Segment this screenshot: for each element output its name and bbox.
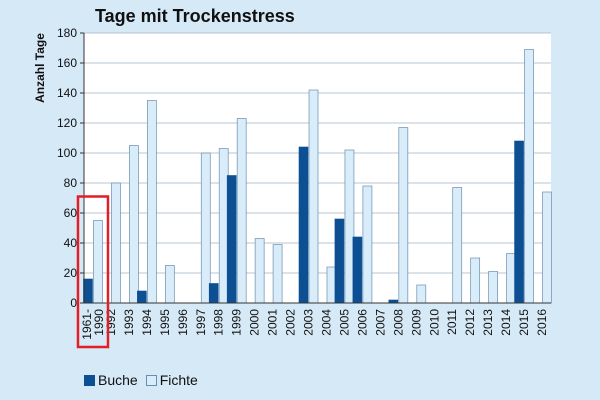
x-tick-label: 1994 [140,309,154,336]
x-tick-label: 1996 [176,309,190,336]
legend-label-fichte: Fichte [159,372,198,388]
bar-buche [298,146,309,304]
bar-fichte [488,271,498,304]
bar-fichte [452,187,463,304]
highlight-box [76,195,110,349]
y-tick-label: 180 [57,26,77,40]
bar-fichte [542,191,552,304]
x-tick-label: 2014 [499,309,513,336]
x-tick-label: 1992 [104,309,118,336]
bar-fichte [506,253,516,304]
x-tick-label: 2002 [284,309,298,336]
legend-item-buche: Buche [84,372,138,388]
bar-fichte [254,238,265,304]
bar-fichte [147,100,157,304]
bar-fichte [218,148,229,304]
y-tick-label: 80 [64,176,78,190]
bar-fichte [164,265,175,304]
bar-buche [352,236,363,304]
x-tick-label: 1990 [92,309,106,336]
x-tick-label: 1993 [122,309,136,336]
x-tick-label: 1995 [158,309,172,336]
y-axis: 0 20 40 60 80 100 120 140 160 180 [57,26,85,310]
x-tick-label: 1961- [80,309,94,340]
x-tick-label: 2007 [373,309,387,336]
bar-buche [83,278,93,304]
x-tick-label: 2000 [248,309,262,336]
bar-fichte [344,149,355,304]
bar-fichte [200,152,211,304]
y-tick-label: 20 [64,266,78,280]
x-tick-label: 2004 [319,309,333,336]
bars [83,49,552,304]
legend: Buche Fichte [84,372,206,388]
x-tick-label: 2016 [535,309,549,336]
bar-buche [226,175,237,304]
bar-fichte [308,89,319,304]
bar-fichte [236,118,247,304]
legend-label-buche: Buche [98,372,138,388]
x-tick-label: 1999 [230,309,244,336]
bar-fichte [362,185,373,304]
x-tick-label: 2003 [302,309,316,336]
bar-fichte [326,266,337,304]
x-tick-label: 2009 [409,309,423,336]
bar-buche [514,140,524,304]
y-tick-label: 40 [64,236,78,250]
bar-fichte [416,284,427,304]
bar-fichte [93,220,103,304]
x-tick-label: 2013 [481,309,495,336]
y-tick-label: 140 [57,86,77,100]
bar-buche [137,290,147,304]
y-tick-label: 120 [57,116,77,130]
legend-swatch-buche [84,374,95,386]
bar-fichte [111,182,121,304]
bar-fichte [470,257,481,304]
bar-fichte [398,127,409,304]
bar-fichte [129,145,139,304]
y-tick-label: 100 [57,146,77,160]
x-tick-label: 2005 [337,309,351,336]
x-tick-label: 2010 [427,309,441,336]
legend-item-fichte: Fichte [145,372,198,388]
bar-fichte [524,49,534,304]
chart-title: Tage mit Trockenstress [95,6,295,26]
y-tick-label: 160 [57,56,77,70]
y-tick-label: 60 [64,206,78,220]
x-tick-label: 2015 [517,309,531,336]
x-tick-label: 2008 [391,309,405,336]
x-tick-label: 2006 [355,309,369,336]
x-tick-label: 1997 [194,309,208,336]
bar-buche [208,283,219,304]
x-tick-label: 2012 [463,309,477,336]
bar-fichte [272,244,283,304]
x-tick-label: 1998 [212,309,226,336]
x-tick-label: 2011 [445,309,459,335]
x-tick-label: 2001 [266,309,280,336]
y-tick-label: 0 [70,296,77,310]
legend-swatch-fichte [145,374,157,386]
bar-buche [334,218,345,304]
y-axis-label: Anzahl Tage [33,33,47,103]
